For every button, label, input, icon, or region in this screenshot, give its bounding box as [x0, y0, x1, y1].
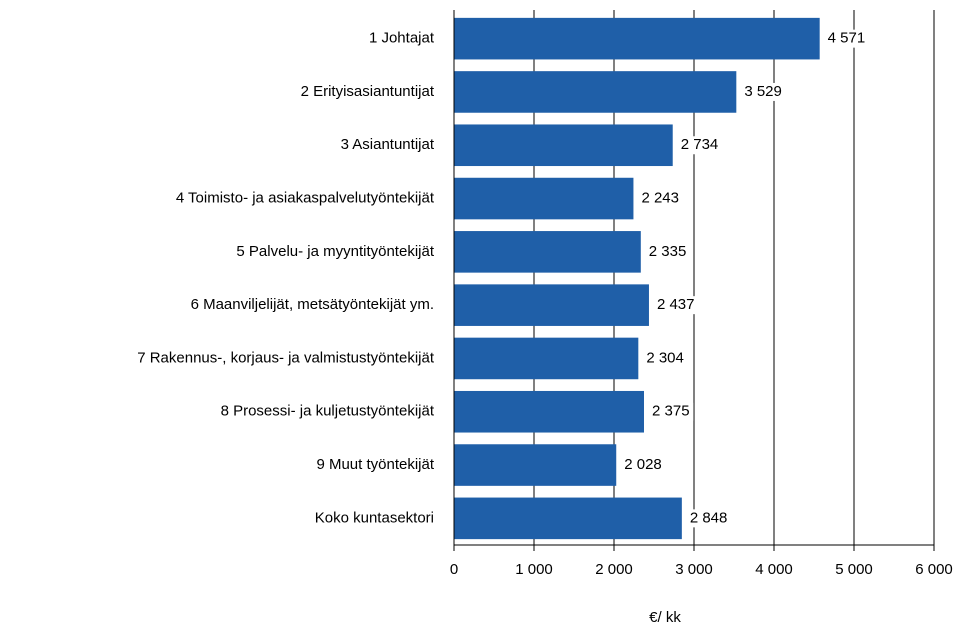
x-tick-label: 4 000 [755, 561, 793, 578]
bar [454, 497, 682, 540]
value-label-bg [823, 29, 870, 48]
category-label: 8 Prosessi- ja kuljetustyöntekijät [221, 403, 435, 420]
category-label: 4 Toimisto- ja asiakaspalvelutyöntekijät [176, 190, 435, 207]
value-label-bg [620, 456, 666, 475]
value-label: 2 243 [641, 190, 679, 207]
category-label: 6 Maanviljelijät, metsätyöntekijät ym. [191, 296, 434, 313]
value-label: 2 335 [649, 243, 687, 260]
bar [454, 284, 649, 326]
x-tick-label: 0 [450, 561, 458, 578]
bar [454, 390, 644, 433]
value-label: 2 375 [652, 403, 690, 420]
category-label: 7 Rakennus-, korjaus- ja valmistustyönte… [137, 349, 435, 366]
value-label-bg [637, 189, 683, 208]
value-label-bg [740, 82, 786, 101]
x-tick-label: 1 000 [515, 561, 553, 578]
bar [454, 71, 737, 113]
x-tick-label: 6 000 [915, 561, 953, 578]
value-label-bg [652, 296, 699, 315]
value-label: 3 529 [744, 83, 782, 100]
bar [454, 177, 634, 220]
value-label: 2 437 [657, 296, 695, 313]
value-label: 4 571 [828, 30, 866, 47]
category-label: 5 Palvelu- ja myyntityöntekijät [236, 243, 434, 260]
value-label: 2 028 [624, 456, 662, 473]
x-tick-label: 5 000 [835, 561, 873, 578]
value-label-bg [642, 349, 688, 368]
category-label: 9 Muut työntekijät [316, 456, 434, 473]
value-label-bg [685, 509, 732, 528]
value-label-bg [644, 242, 691, 261]
bar [454, 231, 641, 273]
category-label: 1 Johtajat [369, 30, 435, 47]
value-label: 2 734 [681, 136, 719, 153]
x-axis-label: €/ kk [649, 609, 681, 626]
x-tick-label: 3 000 [675, 561, 713, 578]
value-label-bg [676, 136, 723, 155]
value-label: 2 848 [690, 509, 728, 526]
value-label-bg [648, 402, 694, 421]
bar [454, 444, 617, 486]
category-label: 3 Asiantuntijat [341, 136, 435, 153]
category-label: Koko kuntasektori [315, 509, 434, 526]
bar [454, 124, 673, 167]
bar [454, 337, 639, 380]
x-tick-label: 2 000 [595, 561, 633, 578]
bar [454, 17, 820, 60]
category-label: 2 Erityisasiantuntijat [301, 83, 435, 100]
value-label: 2 304 [646, 349, 684, 366]
